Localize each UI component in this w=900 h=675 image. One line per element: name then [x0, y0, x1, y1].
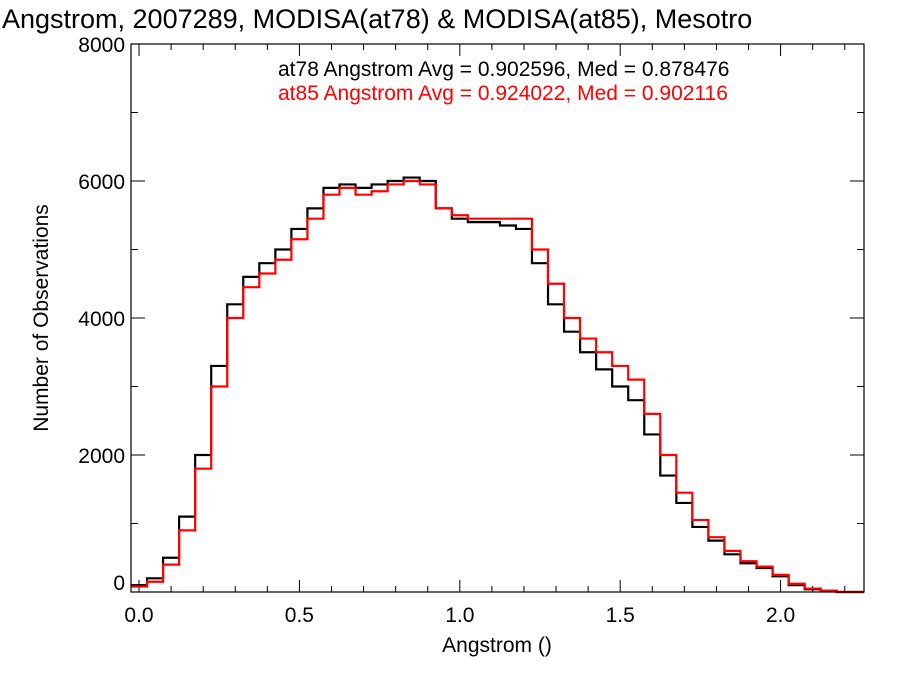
y-tick-label: 2000: [78, 445, 125, 468]
axis-ticks: 0.0 0.5 1.0 1.5 2.0 0 2000 4000 6000 8000: [78, 34, 864, 627]
series-at85-line: [131, 179, 864, 594]
annotation-at85: at85 Angstrom Avg = 0.924022, Med = 0.90…: [278, 82, 728, 105]
y-tick-label: 8000: [78, 34, 125, 57]
series-group: [131, 176, 864, 594]
x-tick-label: 0.5: [285, 604, 314, 627]
y-axis-label: Number of Observations: [30, 204, 53, 432]
chart-title: Angstrom, 2007289, MODISA(at78) & MODISA…: [2, 4, 752, 34]
plot-frame: [130, 43, 865, 593]
x-tick-label: 1.0: [445, 604, 474, 627]
y-tick-label: 4000: [78, 308, 125, 331]
x-tick-label: 1.5: [606, 604, 635, 627]
y-tick-label: 6000: [78, 171, 125, 194]
x-tick-label: 2.0: [766, 604, 795, 627]
x-axis-label: Angstrom (): [442, 634, 552, 657]
x-tick-label: 0.0: [124, 604, 153, 627]
y-tick-label: 0: [113, 572, 125, 595]
annotation-at78: at78 Angstrom Avg = 0.902596, Med = 0.87…: [278, 58, 729, 81]
series-at78-line: [131, 176, 864, 594]
